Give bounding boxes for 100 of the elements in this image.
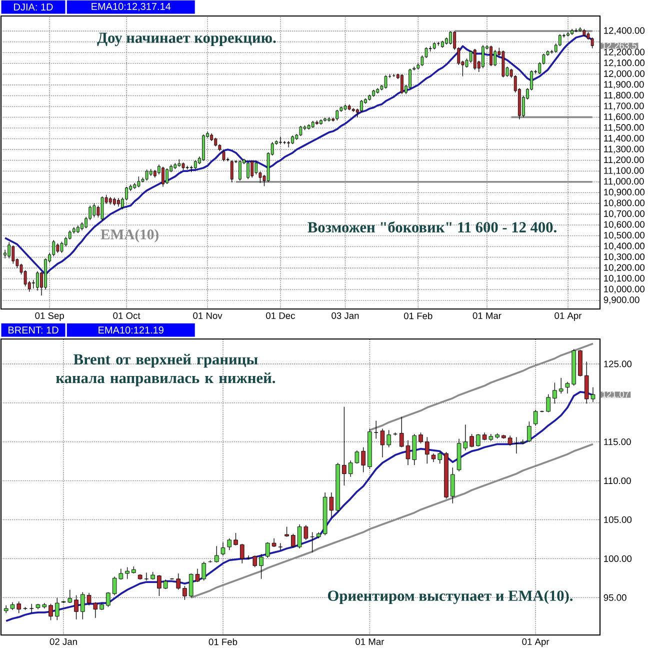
candlestick	[473, 48, 476, 70]
annotation: Доу начинает коррекцию.	[97, 32, 276, 46]
candlestick	[16, 601, 22, 614]
x-tick-label: 01 Feb	[404, 312, 432, 320]
chart-subtitle: EMA10:121.19	[98, 326, 164, 334]
chart-title: DJIA: 1D	[14, 4, 53, 11]
candlestick	[399, 416, 404, 448]
y-tick-label: 10,900.00	[604, 188, 645, 196]
candlestick	[202, 561, 206, 581]
y-tick-label: 10,600.00	[604, 221, 645, 229]
y-tick-label: 10,000.00	[604, 286, 645, 294]
y-tick-label: 11,300.00	[604, 146, 644, 154]
y-tick-label: 11,600.00	[604, 113, 644, 122]
x-tick-label: 02 Jan	[50, 638, 77, 645]
annotation: Ориентиром выступает и EMA(10).	[328, 590, 573, 604]
candlestick	[36, 270, 39, 292]
candlestick	[92, 203, 96, 218]
y-tick-label: 12,000.00	[604, 70, 645, 78]
candlestick	[125, 566, 130, 580]
y-tick-label: 10,300.00	[604, 253, 645, 262]
candlestick	[482, 44, 484, 69]
candlestick	[449, 30, 452, 45]
candlestick	[284, 526, 289, 538]
y-tick-label: 10,500.00	[604, 232, 645, 240]
y-tick-label: 125.00	[604, 360, 632, 368]
candlestick	[552, 382, 557, 404]
text: 12,263.5	[602, 42, 637, 50]
y-tick-label: 100.00	[604, 555, 632, 562]
y-tick-label: 11,800.00	[604, 92, 644, 100]
candlestick	[590, 37, 594, 49]
candlestick	[546, 394, 550, 413]
y-tick-label: 11,100.00	[604, 167, 644, 175]
candlestick	[74, 594, 78, 620]
x-tick-label: 01 Apr	[522, 638, 550, 647]
x-tick-label: 01 Feb	[208, 638, 238, 646]
candlestick	[234, 532, 238, 546]
candlestick	[56, 242, 60, 254]
y-tick-label: 10,700.00	[604, 210, 645, 218]
candlestick	[374, 420, 378, 440]
candlestick	[384, 74, 388, 90]
y-tick-label: 12,400.00	[604, 27, 645, 35]
candlestick	[400, 74, 404, 94]
y-tick-label: 11,900.00	[604, 81, 644, 89]
candlestick	[227, 538, 232, 550]
candlestick	[250, 160, 254, 178]
y-tick-label: 11,200.00	[604, 156, 644, 164]
candlestick	[230, 160, 234, 183]
candlestick	[590, 386, 596, 402]
y-tick-label: 9,900.00	[604, 296, 640, 304]
x-tick-label: 01 Sep	[35, 312, 64, 321]
candlestick	[408, 68, 412, 90]
candlestick	[182, 586, 187, 600]
candlestick	[145, 169, 148, 182]
candlestick	[222, 150, 226, 162]
candlestick	[240, 544, 244, 564]
candlestick	[166, 168, 169, 184]
x-tick-label: 01 Oct	[113, 312, 140, 319]
series-label: EMA(10)	[100, 229, 158, 242]
candlestick	[157, 574, 162, 596]
annotation: Возможен "боковик" 11 600 - 12 400.	[308, 221, 556, 233]
candlestick	[279, 136, 282, 145]
y-tick-label: 11,400.00	[604, 134, 644, 143]
y-tick-label: 110.00	[604, 477, 631, 484]
y-tick-label: 11,700.00	[604, 102, 644, 110]
chart-subtitle: EMA10:12,317.14	[92, 2, 171, 12]
candlestick	[162, 166, 164, 188]
candlestick	[29, 603, 34, 614]
chart-title: BRENT: 1D	[8, 326, 58, 334]
y-tick-label: 10,800.00	[604, 200, 645, 208]
candlestick	[386, 430, 392, 448]
candlestick	[406, 440, 410, 466]
candlestick	[254, 161, 258, 175]
candlestick	[106, 592, 110, 608]
y-tick-label: 10,200.00	[604, 264, 645, 272]
candlestick	[163, 579, 168, 590]
candlestick	[558, 378, 564, 394]
candlestick	[246, 161, 250, 180]
candlestick	[54, 597, 60, 621]
x-tick-label: 03 Jan	[332, 312, 359, 319]
x-tick-label: 01 Mar	[356, 638, 384, 645]
x-tick-label: 01 Dec	[266, 312, 295, 319]
annotation: Brent от верхней границы канала направилась к нижней.	[56, 354, 276, 386]
candlestick	[100, 196, 104, 221]
candlestick	[565, 381, 570, 394]
candlestick	[48, 603, 53, 621]
candlestick	[450, 467, 455, 504]
candlestick	[252, 555, 258, 568]
candlestick	[287, 140, 290, 148]
candlestick	[380, 428, 385, 458]
y-tick-label: 95.00	[604, 594, 626, 601]
y-tick-label: 10,100.00	[604, 274, 645, 283]
candlestick	[80, 592, 85, 620]
candlestick	[490, 45, 493, 66]
candlestick	[214, 546, 219, 563]
candlestick	[220, 542, 226, 556]
y-tick-label: 105.00	[604, 516, 632, 523]
y-tick-label: 115.00	[604, 438, 631, 446]
y-tick-label: 10,400.00	[604, 242, 645, 250]
x-tick-label: 01 Mar	[472, 312, 502, 319]
candlestick	[60, 241, 64, 254]
